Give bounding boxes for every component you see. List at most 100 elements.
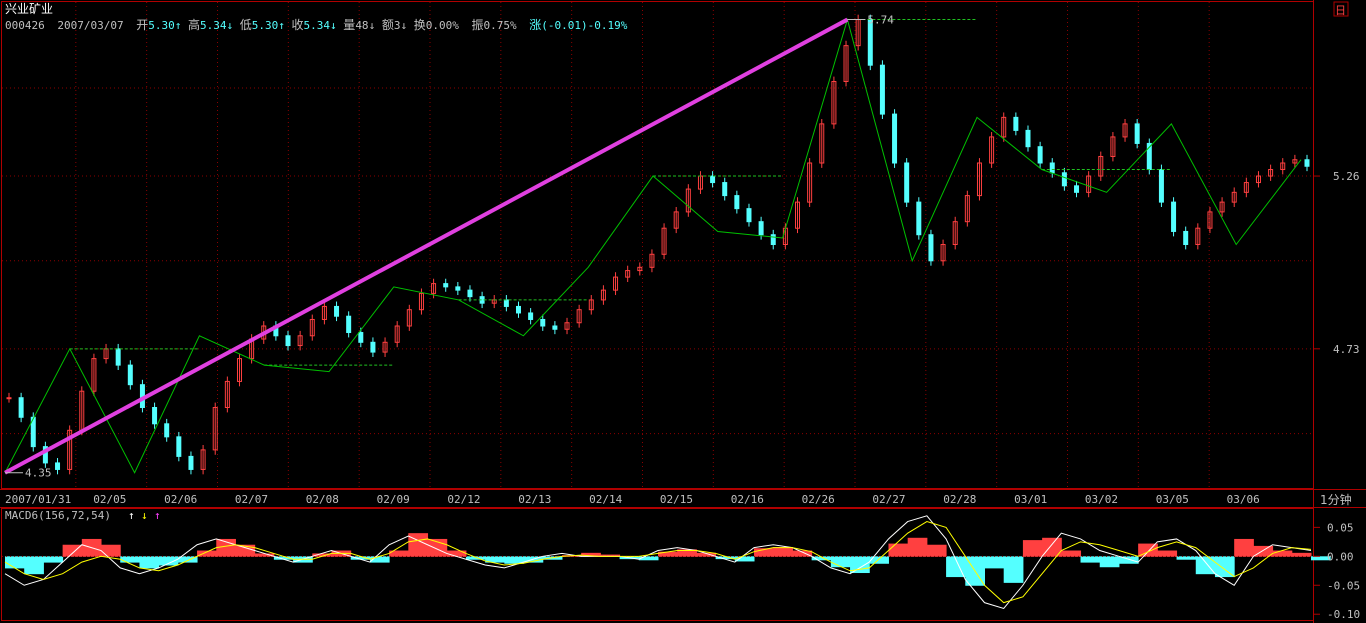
low-value: 5.30: [252, 19, 279, 32]
date-label: 02/14: [589, 493, 622, 506]
candle-body: [358, 332, 364, 343]
macd-title: MACD6(156,72,54): [5, 509, 111, 522]
macd-tick-label: -0.10: [1327, 608, 1360, 621]
macd-bar: [197, 550, 217, 557]
macd-bar: [158, 556, 179, 566]
candle-body: [1280, 162, 1286, 171]
candle-body: [552, 325, 558, 330]
macd-bar: [1311, 556, 1331, 561]
candle-body: [964, 195, 970, 223]
macd-bar: [1195, 556, 1216, 575]
amount-label: 额: [382, 18, 394, 32]
candle-body: [1171, 201, 1177, 232]
down-arrow-icon: ↓: [369, 19, 376, 32]
macd-bar: [101, 544, 121, 557]
candle-body: [685, 188, 691, 213]
amount-value: 3: [394, 19, 401, 32]
macd-bar: [1253, 545, 1274, 557]
candle-body: [164, 423, 170, 438]
candle-body: [879, 64, 885, 115]
candle-body: [18, 397, 24, 418]
candle-body: [528, 312, 534, 320]
candle-body: [916, 201, 922, 236]
macd-bar: [1061, 550, 1082, 557]
macd-bar: [658, 551, 678, 557]
down-arrow-icon: ↓: [330, 19, 337, 32]
open-value: 5.30: [148, 19, 175, 32]
white-arrow-icon: ↑: [128, 509, 135, 522]
candle-body: [212, 407, 218, 451]
macd-bar: [350, 556, 371, 560]
candle-body: [1134, 123, 1140, 144]
turnover-value: 0.00%: [426, 19, 459, 32]
macd-bar: [773, 547, 793, 557]
macd-bar: [5, 556, 25, 569]
candle-body: [540, 318, 546, 327]
candle-body: [55, 462, 61, 470]
quote-date: 2007/03/07: [57, 19, 123, 32]
candle-body: [1243, 182, 1249, 193]
candle-body: [649, 253, 655, 268]
candle-body: [346, 315, 352, 334]
macd-bar: [312, 553, 332, 557]
candle-body: [770, 234, 776, 246]
candle-body: [188, 455, 194, 470]
candle-body: [515, 305, 521, 314]
candle-body: [6, 397, 12, 400]
candle-body: [1013, 116, 1019, 131]
candle-body: [989, 136, 995, 164]
date-label: 03/02: [1085, 493, 1118, 506]
corner-button-frame[interactable]: [1333, 1, 1349, 17]
date-label: 02/27: [872, 493, 905, 506]
candle-body: [1158, 169, 1164, 203]
candles: [6, 14, 1310, 475]
macd-bar: [408, 533, 429, 557]
price-tick-label: 4.73: [1333, 343, 1360, 356]
candle-body: [952, 221, 958, 245]
date-label: 02/07: [235, 493, 268, 506]
candle-body: [91, 358, 97, 392]
candle-body: [30, 416, 36, 448]
candle-body: [309, 318, 315, 337]
high-value: 5.34: [200, 19, 227, 32]
macd-bar: [984, 556, 1005, 569]
macd-bar: [926, 544, 947, 557]
candle-body: [976, 162, 982, 197]
date-label: 02/12: [447, 493, 480, 506]
change-label: 涨: [529, 17, 541, 32]
candle-body: [722, 182, 728, 197]
candle-body: [1292, 159, 1298, 164]
candle-body: [613, 276, 619, 291]
candle-body: [200, 449, 206, 470]
candle-body: [795, 201, 801, 229]
candle-body: [831, 81, 837, 125]
macd-bar: [1099, 556, 1120, 568]
corner-button[interactable]: 日: [1335, 4, 1346, 17]
macd-bar: [43, 556, 64, 563]
date-axis-labels: 2007/01/31 02/05 02/06 02/07 02/08 02/09 02/12…: [5, 493, 1260, 506]
period-button[interactable]: 1分钟: [1320, 492, 1352, 507]
candle-body: [1231, 191, 1237, 203]
low-label: 低: [240, 18, 252, 32]
candle-body: [1255, 175, 1261, 184]
close-value: 5.34: [304, 19, 331, 32]
macd-bar: [62, 544, 83, 557]
macd-bar: [465, 556, 486, 560]
candle-body: [418, 292, 424, 311]
macd-bar: [1234, 538, 1254, 557]
macd-tick-label: 0.00: [1327, 550, 1354, 563]
candle-body: [1037, 146, 1043, 164]
change-value: (-0.01)-0.19%: [541, 19, 627, 32]
candle-body: [843, 45, 849, 82]
macd-bar: [754, 548, 774, 557]
candle-body: [431, 283, 437, 294]
volume-label: 量: [343, 18, 355, 32]
amplitude-label: 振: [471, 18, 483, 32]
macd-bar: [120, 556, 140, 563]
candle-body: [334, 305, 340, 317]
date-label: 02/26: [802, 493, 835, 506]
candle-body: [443, 283, 449, 288]
candle-body: [1086, 175, 1092, 193]
macd-bar: [1118, 556, 1139, 564]
